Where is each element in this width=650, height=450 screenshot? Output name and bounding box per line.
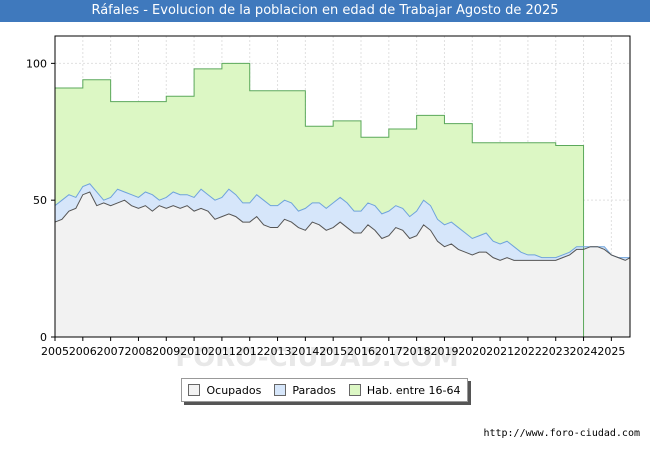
y-tick-label: 0 [40, 331, 47, 344]
legend-label-ocupados: Ocupados [206, 383, 262, 397]
x-tick-label: 2012 [236, 345, 264, 358]
x-tick-label: 2023 [542, 345, 570, 358]
x-tick-label: 2017 [375, 345, 403, 358]
parados-line [54, 183, 630, 259]
x-tick-label: 2018 [403, 345, 431, 358]
x-tick-label: 2005 [41, 345, 69, 358]
x-tick-label: 2016 [347, 345, 375, 358]
legend-label-habitantes: Hab. entre 16-64 [366, 383, 461, 397]
x-tick-label: 2014 [291, 345, 319, 358]
legend-swatch-ocupados [188, 384, 201, 396]
legend-label-parados: Parados [292, 383, 336, 397]
legend-swatch-habitantes [348, 384, 361, 396]
ocupados-line [54, 191, 631, 261]
x-tick-label: 2020 [458, 345, 486, 358]
y-tick-label: 50 [33, 194, 47, 207]
x-tick-label: 2013 [264, 345, 292, 358]
watermark: FORO-CIUDAD.COM [175, 343, 458, 373]
x-tick-label: 2022 [514, 345, 542, 358]
y-tick-label: 100 [26, 57, 47, 70]
x-tick-label: 2021 [486, 345, 514, 358]
legend: Ocupados Parados Hab. entre 16-64 [181, 378, 468, 402]
x-tick-label: 2019 [430, 345, 458, 358]
source-link[interactable]: http://www.foro-ciudad.com [483, 428, 640, 439]
x-tick-label: 2008 [124, 345, 152, 358]
y-axis: 0 50 100 [26, 57, 55, 344]
legend-swatch-parados [274, 384, 287, 396]
plot-frame [54, 35, 631, 338]
legend-item-habitantes: Hab. entre 16-64 [348, 383, 461, 397]
x-tick-label: 2009 [152, 345, 180, 358]
x-tick-label: 2024 [570, 345, 598, 358]
x-tick-label: 2015 [319, 345, 347, 358]
x-tick-label: 2007 [97, 345, 125, 358]
x-tick-label: 2010 [180, 345, 208, 358]
ocupados-area [55, 191, 630, 337]
x-tick-label: 2025 [597, 345, 625, 358]
legend-item-parados: Parados [274, 384, 336, 397]
chart-title: Ráfales - Evolucion de la poblacion en e… [0, 0, 650, 22]
x-axis: 2005 2006 2007 2008 2009 2010 2011 2012 2013 2014… [41, 337, 625, 358]
x-tick-label: 2006 [69, 345, 97, 358]
legend-item-ocupados: Ocupados [188, 384, 261, 397]
x-tick-label: 2011 [208, 345, 236, 358]
habitantes-line [55, 62, 585, 337]
